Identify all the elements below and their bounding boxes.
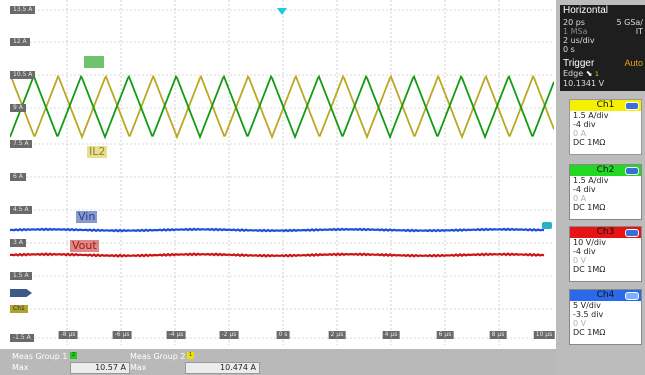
ch1-ground-marker[interactable]: Ch1	[10, 305, 28, 313]
ch2-box[interactable]: Ch2 1.5 A/div -4 div 0 A DC 1MΩ	[569, 164, 642, 220]
x-axis-label: -4 µs	[166, 331, 186, 339]
il2-label[interactable]: IL2	[87, 145, 108, 158]
y-axis-label: 3 A	[10, 239, 26, 247]
meas-group2-label: Meas Group 2	[130, 352, 186, 361]
y-axis-label: 13.5 A	[10, 6, 36, 14]
ch4-header[interactable]: Ch4	[570, 290, 641, 301]
sample-rate: 5 GSa/	[616, 18, 643, 27]
x-axis-label: 6 µs	[436, 331, 454, 339]
y-axis-label: 1.5 A	[10, 272, 32, 280]
ch4-offset-marker[interactable]	[10, 289, 32, 297]
ch1-header[interactable]: Ch1	[570, 100, 641, 111]
trigger-header[interactable]: Trigger Auto	[560, 58, 645, 69]
vin-label[interactable]: Vin	[76, 210, 98, 223]
ch1-box[interactable]: Ch1 1.5 A/div -4 div 0 A DC 1MΩ	[569, 99, 642, 155]
trigger-slope-icon: ⬊	[585, 69, 593, 78]
ch1-coupling: DC 1MΩ	[573, 138, 606, 147]
trigger-level: 10.1341 V	[563, 79, 605, 88]
trigger-title: Trigger	[563, 58, 595, 69]
ch2-il1-trace	[9, 74, 555, 140]
horizontal-position: 0 s	[563, 45, 575, 54]
meas-group1-value: 10.57 A	[70, 362, 130, 374]
horizontal-header[interactable]: Horizontal	[560, 5, 645, 18]
waveform-display[interactable]	[9, 0, 555, 345]
vout-label[interactable]: Vout	[70, 239, 99, 252]
ch3-position: 0 V	[573, 256, 587, 265]
ch1-toggle-icon[interactable]	[625, 102, 639, 110]
trigger-type: Edge	[563, 69, 584, 78]
x-axis-label: 8 µs	[489, 331, 507, 339]
y-axis-label: 12 A	[10, 38, 30, 46]
trigger-mode: Auto	[624, 58, 643, 68]
record-mode: IT	[635, 27, 643, 36]
ch1-scale: 1.5 A/div	[573, 111, 609, 120]
meas-group2-value: 10.474 A	[185, 362, 260, 374]
meas-group1-label: Meas Group 1	[12, 352, 68, 361]
x-axis-label: 10 µs	[533, 331, 555, 339]
ch1-il2-trace	[9, 74, 555, 140]
y-axis-label: 4.5 A	[10, 206, 32, 214]
ch2-name: Ch2	[596, 165, 615, 175]
time-per-div: 2 us/div	[563, 36, 595, 45]
ch3-header[interactable]: Ch3	[570, 227, 641, 238]
x-axis-label: 0 s	[276, 331, 290, 339]
ch1-position: 0 A	[573, 129, 587, 138]
ch3-coupling: DC 1MΩ	[573, 265, 606, 274]
meas-group2-stat: Max	[130, 363, 147, 372]
ch3-box[interactable]: Ch3 10 V/div -4 div 0 V DC 1MΩ	[569, 226, 642, 282]
il1-label[interactable]: IL1	[84, 55, 105, 68]
trigger-settings[interactable]: Edge ⬊ 1 10.1341 V	[560, 69, 645, 91]
y-axis-label: 7.5 A	[10, 140, 32, 148]
ch4-offset: -3.5 div	[573, 310, 604, 319]
ch4-vin-trace	[9, 227, 545, 233]
meas-group1-stat: Max	[12, 363, 29, 372]
y-axis-label: 10.5 A	[10, 71, 36, 79]
ch4-coupling: DC 1MΩ	[573, 328, 606, 337]
ch3-toggle-icon[interactable]	[625, 229, 639, 237]
x-axis-label: -2 µs	[219, 331, 239, 339]
trigger-position-marker[interactable]	[277, 8, 287, 15]
ch2-scale: 1.5 A/div	[573, 176, 609, 185]
ch4-toggle-icon[interactable]	[625, 292, 639, 300]
meas-group1-badge: 2	[70, 352, 77, 359]
y-axis-label: 9 A	[10, 104, 26, 112]
horizontal-title: Horizontal	[563, 5, 609, 16]
meas-group2-badge: 1	[187, 352, 194, 359]
y-axis-label: -1.5 A	[10, 334, 34, 342]
ch4-level-marker[interactable]	[542, 222, 552, 229]
y-axis-label: 6 A	[10, 173, 26, 181]
ch3-vout-trace	[9, 252, 545, 258]
ch4-position: 0 V	[573, 319, 587, 328]
horizontal-settings[interactable]: 20 ps 5 GSa/ 1 MSa IT 2 us/div 0 s	[560, 18, 645, 58]
x-axis-label: 4 µs	[382, 331, 400, 339]
ch4-box[interactable]: Ch4 5 V/div -3.5 div 0 V DC 1MΩ	[569, 289, 642, 345]
ch2-offset: -4 div	[573, 185, 596, 194]
ch3-offset: -4 div	[573, 247, 596, 256]
ch1-name: Ch1	[596, 100, 615, 110]
x-axis-label: 2 µs	[328, 331, 346, 339]
ch1-offset: -4 div	[573, 120, 596, 129]
ch4-name: Ch4	[596, 290, 615, 300]
record-length: 1 MSa	[563, 27, 588, 36]
time-per-point: 20 ps	[563, 18, 585, 27]
ch2-toggle-icon[interactable]	[625, 167, 639, 175]
ch2-position: 0 A	[573, 194, 587, 203]
x-axis-label: -8 µs	[58, 331, 78, 339]
ch4-scale: 5 V/div	[573, 301, 601, 310]
ch2-coupling: DC 1MΩ	[573, 203, 606, 212]
ch3-name: Ch3	[596, 227, 615, 237]
trigger-channel: 1	[594, 71, 599, 78]
waveform-canvas	[9, 0, 555, 345]
x-axis-label: -6 µs	[112, 331, 132, 339]
ch2-header[interactable]: Ch2	[570, 165, 641, 176]
ch3-scale: 10 V/div	[573, 238, 606, 247]
